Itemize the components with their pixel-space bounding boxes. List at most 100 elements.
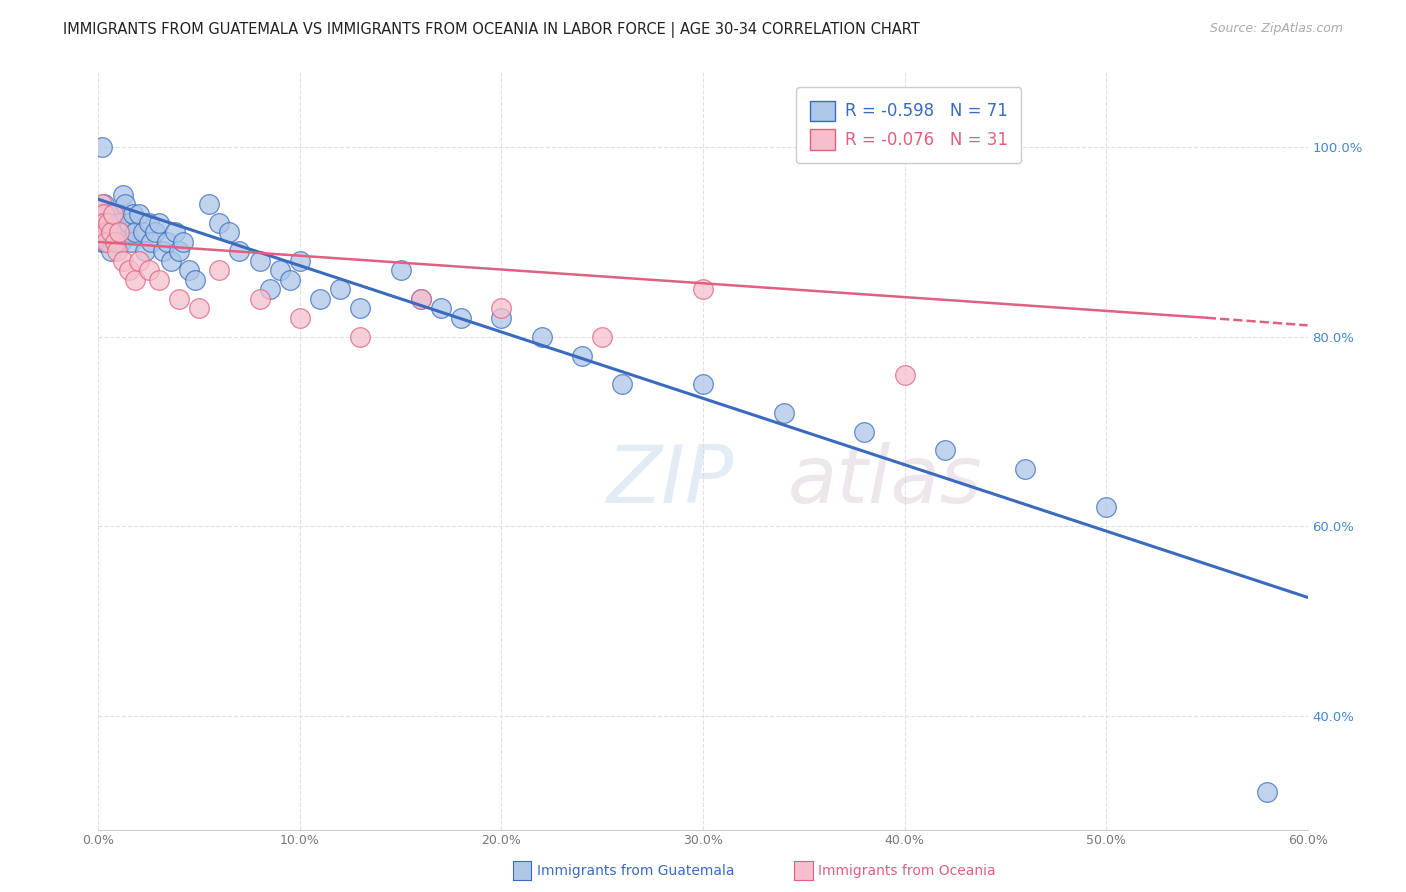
Point bbox=[121, 206, 143, 220]
Point bbox=[93, 216, 115, 230]
Point bbox=[101, 216, 124, 230]
Point bbox=[103, 226, 125, 240]
Point bbox=[491, 310, 513, 325]
Point bbox=[91, 197, 114, 211]
Point bbox=[120, 235, 142, 249]
Point bbox=[692, 282, 714, 296]
Point bbox=[208, 216, 231, 230]
Point bbox=[853, 425, 876, 439]
Point bbox=[188, 301, 211, 316]
Point bbox=[409, 292, 432, 306]
Point bbox=[128, 206, 150, 220]
Point bbox=[349, 330, 371, 344]
Point bbox=[105, 235, 128, 249]
Point bbox=[111, 254, 134, 268]
Point bbox=[91, 140, 114, 154]
Point bbox=[101, 206, 124, 220]
Point bbox=[228, 244, 250, 259]
Point bbox=[198, 197, 221, 211]
Point bbox=[288, 254, 311, 268]
Point bbox=[143, 226, 166, 240]
Text: Source: ZipAtlas.com: Source: ZipAtlas.com bbox=[1209, 22, 1343, 36]
Point bbox=[91, 216, 114, 230]
Point bbox=[89, 206, 111, 220]
Point bbox=[934, 443, 956, 458]
Point bbox=[93, 197, 115, 211]
Point bbox=[89, 226, 111, 240]
Point bbox=[101, 226, 124, 240]
Point bbox=[139, 235, 162, 249]
Point bbox=[128, 254, 150, 268]
Point bbox=[156, 235, 179, 249]
Point bbox=[96, 226, 118, 240]
Point bbox=[163, 226, 186, 240]
Point bbox=[148, 273, 170, 287]
Point bbox=[138, 263, 160, 277]
Point bbox=[138, 216, 160, 230]
Point bbox=[167, 292, 190, 306]
Point bbox=[491, 301, 513, 316]
Point bbox=[110, 235, 132, 249]
Point bbox=[389, 263, 412, 277]
Point bbox=[692, 377, 714, 392]
Point bbox=[89, 216, 111, 230]
Point bbox=[288, 310, 311, 325]
Point bbox=[105, 244, 128, 259]
Point bbox=[111, 187, 134, 202]
Point bbox=[114, 197, 136, 211]
Point bbox=[179, 263, 201, 277]
Point bbox=[96, 206, 118, 220]
Point bbox=[893, 368, 915, 382]
Point bbox=[97, 216, 120, 230]
Point bbox=[97, 206, 120, 220]
Point bbox=[93, 206, 115, 220]
Point bbox=[100, 244, 122, 259]
Point bbox=[118, 216, 141, 230]
Point bbox=[1095, 500, 1118, 515]
Point bbox=[1256, 785, 1278, 799]
Point bbox=[118, 263, 141, 277]
Point bbox=[269, 263, 291, 277]
Point bbox=[91, 226, 114, 240]
Text: atlas: atlas bbox=[787, 442, 983, 520]
Point bbox=[278, 273, 301, 287]
Point bbox=[409, 292, 432, 306]
Text: IMMIGRANTS FROM GUATEMALA VS IMMIGRANTS FROM OCEANIA IN LABOR FORCE | AGE 30-34 : IMMIGRANTS FROM GUATEMALA VS IMMIGRANTS … bbox=[63, 22, 920, 38]
Point bbox=[96, 235, 118, 249]
Point bbox=[100, 226, 122, 240]
Point bbox=[96, 226, 118, 240]
Point bbox=[160, 254, 183, 268]
Point bbox=[208, 263, 231, 277]
Text: Immigrants from Guatemala: Immigrants from Guatemala bbox=[537, 864, 734, 879]
Point bbox=[1014, 462, 1036, 476]
Point bbox=[103, 206, 125, 220]
Legend: R = -0.598   N = 71, R = -0.076   N = 31: R = -0.598 N = 71, R = -0.076 N = 31 bbox=[796, 87, 1021, 163]
Point bbox=[132, 226, 155, 240]
Point bbox=[309, 292, 332, 306]
Point bbox=[218, 226, 240, 240]
Point bbox=[93, 216, 115, 230]
Point bbox=[591, 330, 613, 344]
Point bbox=[249, 254, 271, 268]
Point bbox=[89, 206, 111, 220]
Point bbox=[124, 273, 146, 287]
Point bbox=[93, 235, 115, 249]
Point bbox=[329, 282, 352, 296]
Point bbox=[134, 244, 156, 259]
Point bbox=[148, 216, 170, 230]
Point bbox=[772, 406, 794, 420]
Point bbox=[97, 235, 120, 249]
Point bbox=[152, 244, 174, 259]
Point bbox=[530, 330, 553, 344]
Point bbox=[184, 273, 207, 287]
Point bbox=[571, 349, 593, 363]
Point bbox=[115, 226, 138, 240]
Point bbox=[107, 226, 129, 240]
Point bbox=[430, 301, 453, 316]
Point bbox=[167, 244, 190, 259]
Point bbox=[259, 282, 281, 296]
Point bbox=[612, 377, 634, 392]
Point bbox=[249, 292, 271, 306]
Point bbox=[103, 235, 125, 249]
Point bbox=[172, 235, 194, 249]
